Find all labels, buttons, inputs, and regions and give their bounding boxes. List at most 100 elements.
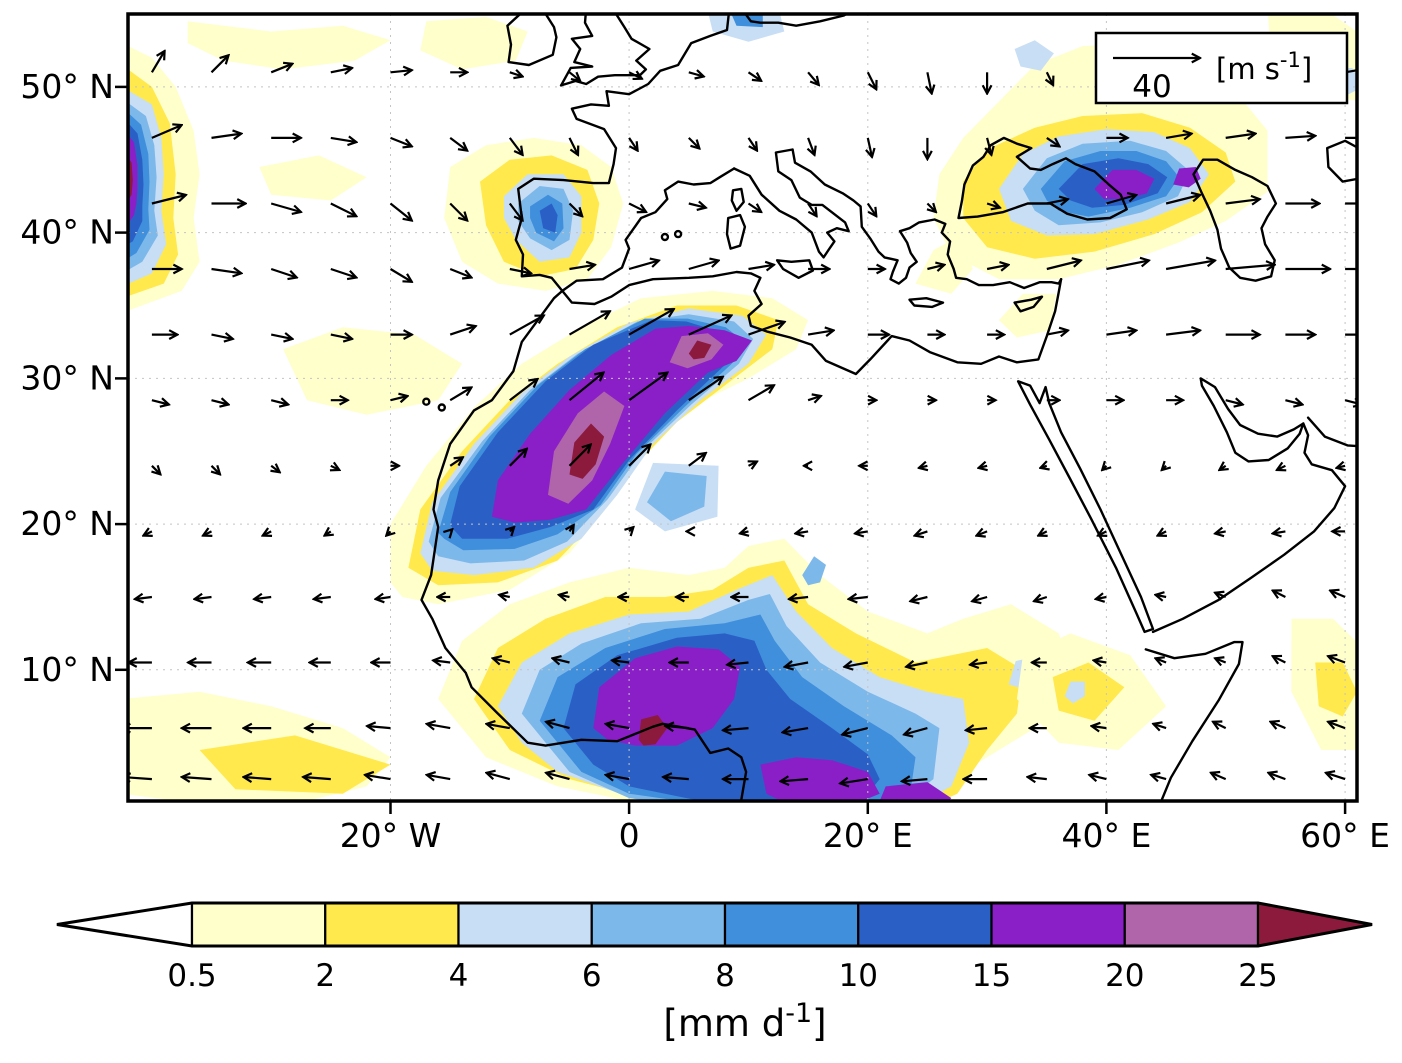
wind-arrow [568, 71, 581, 81]
wind-arrow [1038, 531, 1047, 535]
precip-region [1094, 169, 1155, 200]
colorbar-tick-label: 0.5 [167, 958, 216, 994]
wind-arrow [927, 265, 944, 269]
wind-arrow [1337, 466, 1346, 468]
wind-arrow [966, 728, 988, 730]
wind-arrow [1153, 724, 1167, 728]
wind-arrow [510, 527, 514, 531]
wind-arrow [1047, 71, 1053, 85]
wind-arrow [303, 777, 331, 779]
wind-arrow [628, 445, 650, 467]
axis-labels: 20° W 0 20° E 40° E 60° E 10° N 20° N 30° N 40° … [20, 67, 1390, 855]
wind-arrow [789, 597, 809, 599]
island [673, 229, 683, 239]
wind-arrow [1271, 722, 1286, 728]
wind-arrow [390, 70, 412, 72]
wind-arrow [1268, 773, 1286, 779]
wind-arrow [210, 55, 229, 74]
precip-region [539, 203, 558, 233]
wind-arrow [927, 72, 931, 93]
y-tick-label: 30° N [20, 358, 114, 397]
wind-arrow [330, 335, 352, 339]
wind-arrow [1034, 597, 1048, 601]
reference-speed-value: 40 [1132, 69, 1171, 105]
colorbar-outline [56, 901, 1373, 948]
wind-arrow [211, 134, 242, 138]
wind-arrow [972, 597, 988, 601]
precip-region [1052, 662, 1125, 721]
coastline-atlantic-europe [514, 14, 730, 293]
wind-arrow [427, 775, 451, 779]
colorbar-segment [457, 901, 593, 948]
wind-arrow [1165, 330, 1200, 334]
wind-arrow [386, 531, 390, 535]
wind-arrow [487, 773, 511, 781]
wind-arrow [1213, 722, 1227, 728]
wind-arrow [606, 775, 630, 779]
wind-arrow [390, 136, 412, 147]
wind-arrow [1165, 134, 1192, 138]
colorbar-segment [590, 901, 727, 948]
wind-arrow [376, 597, 391, 599]
wind-arrow [508, 202, 523, 221]
colorbar-segment [857, 901, 993, 948]
wind-arrow [325, 531, 331, 535]
wind-arrow [1330, 591, 1346, 597]
wind-arrow [1106, 261, 1149, 271]
coastline-italy-balkans-greece-turkey [732, 148, 1063, 290]
wind-arrow [314, 597, 331, 599]
precip-region [879, 782, 952, 801]
wind-arrow [1046, 261, 1081, 271]
coastline-cyprus [1013, 295, 1044, 313]
wind-arrow [254, 597, 272, 599]
colorbar-tick-label: 25 [1238, 958, 1277, 994]
wind-arrow [1344, 69, 1357, 74]
y-tick-label: 10° N [20, 650, 114, 689]
colorbar-tick-label: 15 [972, 958, 1011, 994]
wind-arrow [1225, 134, 1256, 138]
wind-arrow [270, 400, 288, 404]
wind-arrow [211, 269, 242, 273]
y-tick-label: 20° N [20, 504, 114, 543]
wind-arrow [688, 137, 700, 149]
island [422, 397, 431, 406]
wind-arrow [747, 71, 762, 81]
wind-arrow [688, 72, 704, 76]
wind-arrow [135, 597, 153, 599]
wind-arrow [203, 531, 212, 535]
precip-region [999, 293, 1057, 338]
coastline-iran-south-coast [1306, 416, 1357, 448]
wind-arrow [748, 322, 785, 336]
wind-vector-layer [128, 51, 1357, 783]
coastline-gulf-of-aden-somalia [1144, 640, 1244, 801]
wind-arrow [270, 267, 297, 278]
wind-arrow [1344, 400, 1357, 404]
wind-arrow [331, 466, 340, 470]
coastline-persian-gulf [1199, 377, 1305, 463]
precip-region [1315, 662, 1357, 717]
x-tick-label: 0 [619, 816, 640, 855]
precip-region [187, 21, 391, 70]
colorbar-tick-label: 10 [839, 958, 878, 994]
wind-arrow [128, 777, 152, 779]
coastline-med-spain-france [561, 167, 736, 293]
wind-arrow [840, 779, 868, 783]
wind-arrow [628, 309, 674, 336]
precip-region [1014, 40, 1054, 71]
wind-arrow [628, 261, 659, 271]
wind-arrow [389, 268, 412, 282]
wind-arrow [570, 525, 574, 531]
wind-arrow [1158, 531, 1167, 535]
wind-arrow [849, 597, 868, 599]
colorbar-tick-label: 2 [315, 958, 335, 994]
coastline-caspian-sea [1192, 158, 1278, 282]
wind-arrow [919, 466, 928, 468]
precip-region [593, 646, 741, 746]
wind-arrow [151, 400, 169, 404]
wind-arrow [449, 326, 476, 336]
wind-arrow [688, 261, 719, 271]
wind-arrow [723, 728, 749, 730]
wind-arrow [1285, 400, 1302, 404]
coastline-arabia-south-coast [1151, 422, 1347, 634]
